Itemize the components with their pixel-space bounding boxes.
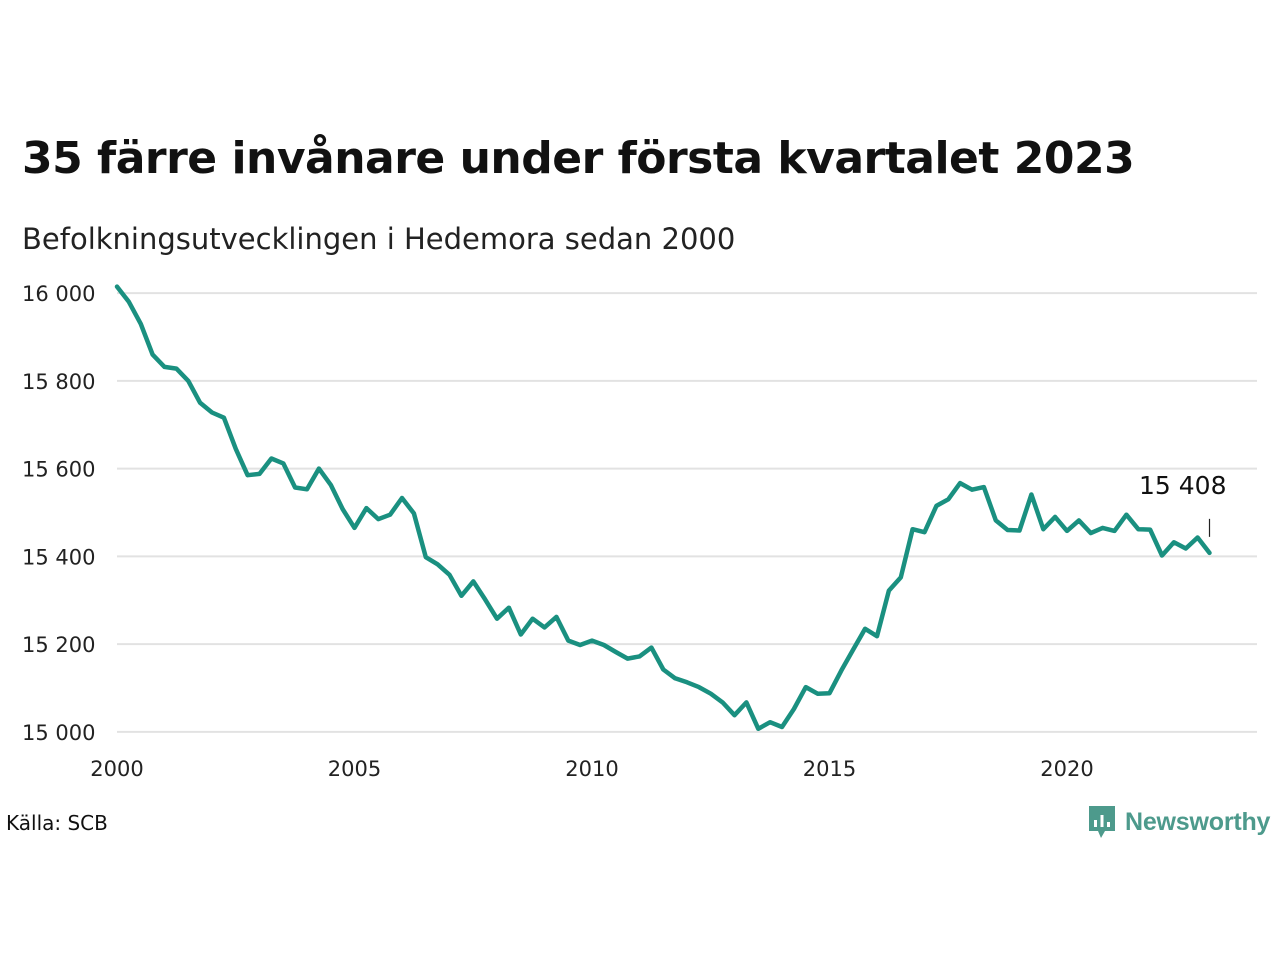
brand-logo: Newsworthy (1087, 804, 1270, 840)
y-tick-label: 16 000 (22, 282, 95, 306)
y-tick-label: 15 200 (22, 633, 95, 657)
x-tick-label: 2010 (565, 757, 618, 781)
x-tick-label: 2005 (328, 757, 381, 781)
newsworthy-logo-icon (1089, 806, 1115, 838)
series-line (114, 284, 1212, 732)
y-tick-label: 15 000 (22, 721, 95, 745)
x-tick-label: 2020 (1040, 757, 1093, 781)
x-tick-label: 2015 (803, 757, 856, 781)
annotation-label: 15 408 (1139, 471, 1226, 500)
y-tick-label: 15 800 (22, 370, 95, 394)
y-tick-label: 15 600 (22, 458, 95, 482)
x-axis-ticks: 2000 2005 2010 2015 2020 (90, 757, 1093, 781)
y-tick-label: 15 400 (22, 545, 95, 569)
source-note: Källa: SCB (6, 811, 108, 835)
brand-name: Newsworthy (1125, 807, 1271, 836)
chart-subtitle: Befolkningsutvecklingen i Hedemora sedan… (22, 222, 736, 256)
chart-title: 35 färre invånare under första kvartalet… (22, 133, 1135, 184)
gridlines (117, 292, 1257, 733)
y-axis-ticks: 15 000 15 200 15 400 15 600 15 800 16 000 (22, 282, 95, 745)
x-tick-label: 2000 (90, 757, 143, 781)
